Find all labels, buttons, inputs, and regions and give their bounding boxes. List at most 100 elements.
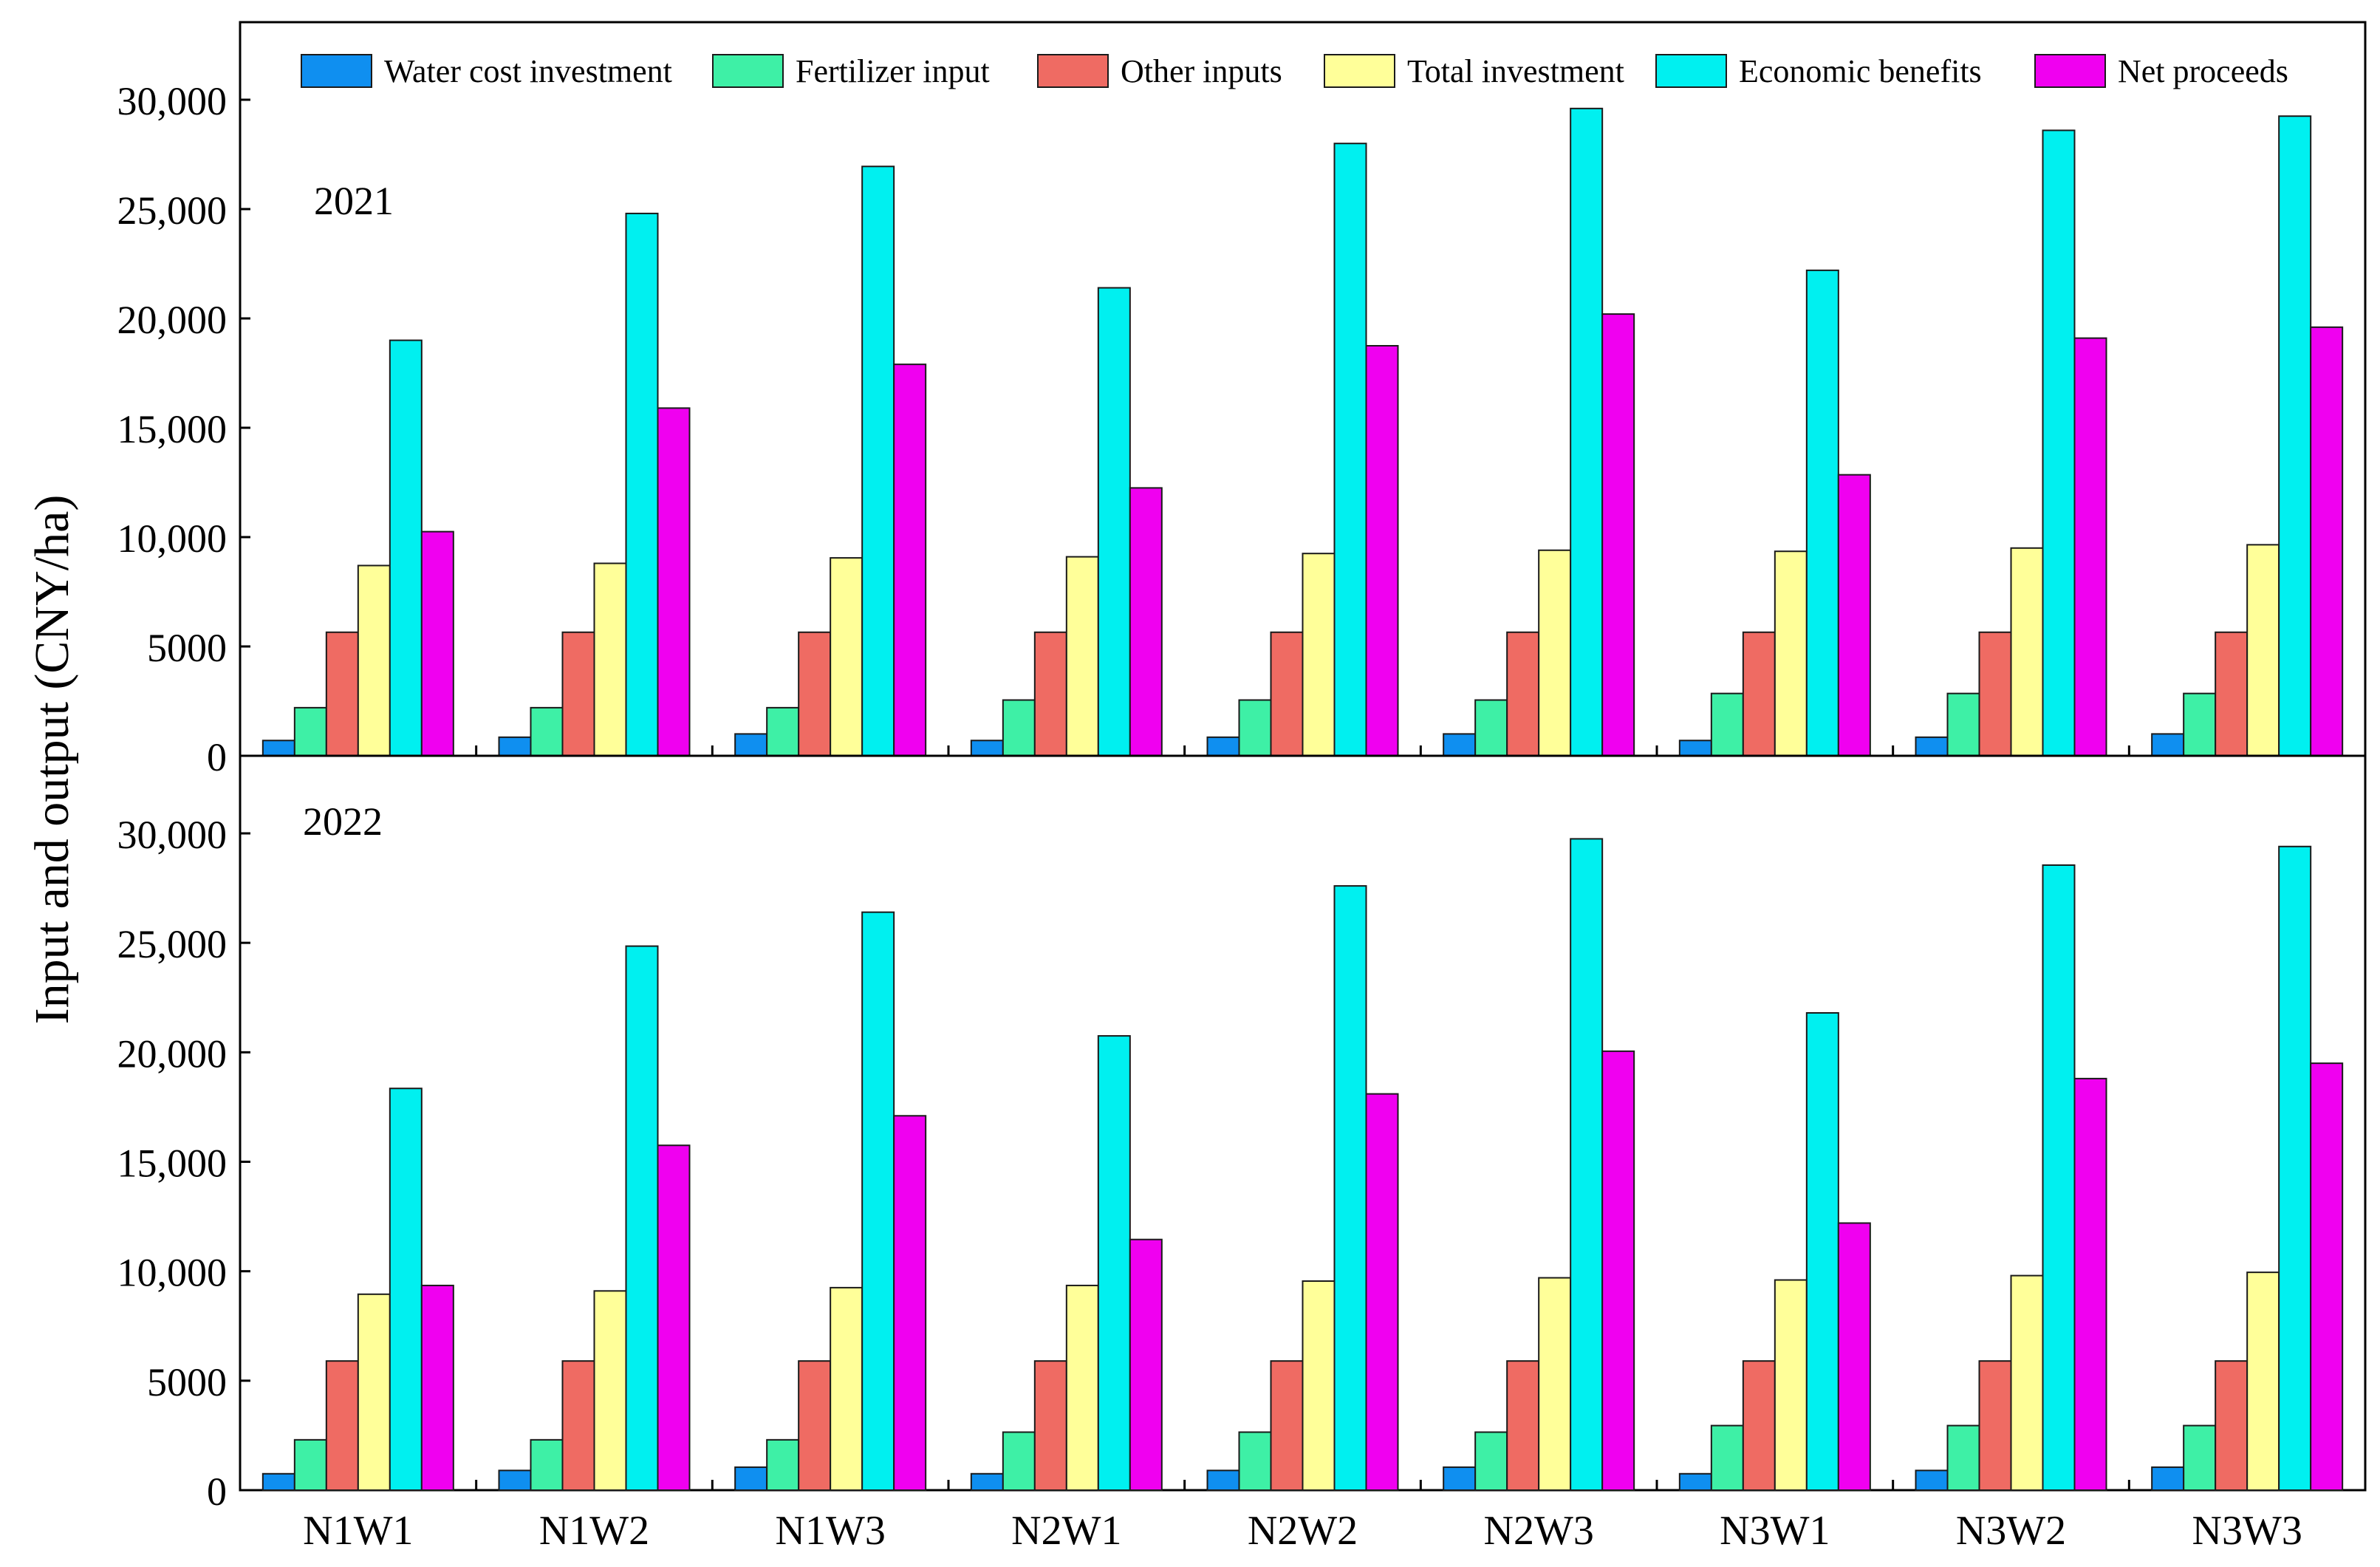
bar-2022-N1W1-other-inputs xyxy=(325,1360,359,1491)
bar-2021-N2W2-economic-benefits xyxy=(1333,143,1367,757)
bar-2021-N1W1-fertilizer-input xyxy=(293,706,327,757)
legend-label: Water cost investment xyxy=(384,53,672,89)
y-tick-label: 0 xyxy=(207,735,227,779)
x-tick-label: N3W2 xyxy=(1956,1508,2066,1554)
bar-2021-N1W1-other-inputs xyxy=(325,631,359,757)
x-tick-label: N1W1 xyxy=(303,1508,413,1554)
bar-2022-N3W3-economic-benefits xyxy=(2278,845,2312,1491)
bar-2022-N2W1-other-inputs xyxy=(1033,1360,1067,1491)
bar-2021-N2W1-economic-benefits xyxy=(1097,287,1131,757)
bar-2021-N2W1-water-cost-investment xyxy=(970,740,1004,757)
bar-2022-N3W1-economic-benefits xyxy=(1805,1011,1839,1491)
bar-2021-N1W1-economic-benefits xyxy=(389,339,423,757)
bar-2021-N3W1-economic-benefits xyxy=(1805,269,1839,757)
bar-2021-N3W2-net-proceeds xyxy=(2073,337,2107,757)
bar-2022-N2W2-net-proceeds xyxy=(1365,1093,1399,1492)
legend-swatch xyxy=(1655,54,1727,88)
x-tick-label: N2W2 xyxy=(1248,1508,1358,1554)
bar-2022-N2W1-net-proceeds xyxy=(1129,1238,1163,1492)
legend-label: Net proceeds xyxy=(2118,53,2288,89)
bar-2022-N2W2-fertilizer-input xyxy=(1238,1431,1272,1492)
bar-2021-N1W3-fertilizer-input xyxy=(766,706,800,757)
bar-2022-N2W2-economic-benefits xyxy=(1333,885,1367,1491)
bar-2022-N3W1-water-cost-investment xyxy=(1678,1472,1712,1492)
x-tick-label: N3W3 xyxy=(2192,1508,2302,1554)
bar-2022-N1W1-net-proceeds xyxy=(420,1284,454,1491)
bar-2021-N2W3-other-inputs xyxy=(1506,631,1540,757)
bar-2022-N1W3-net-proceeds xyxy=(893,1115,927,1492)
bar-2021-N1W3-total-investment xyxy=(830,557,864,757)
bar-2022-N2W3-total-investment xyxy=(1538,1277,1572,1491)
bar-2022-N2W2-water-cost-investment xyxy=(1206,1469,1240,1491)
bar-2022-N3W1-net-proceeds xyxy=(1837,1222,1871,1492)
x-tick-label: N1W2 xyxy=(539,1508,649,1554)
bar-2021-N1W1-net-proceeds xyxy=(420,530,454,757)
bar-2021-N3W2-water-cost-investment xyxy=(1915,736,1949,757)
bar-2022-N2W3-net-proceeds xyxy=(1601,1050,1635,1491)
y-tick-label: 5000 xyxy=(147,626,227,670)
bar-2022-N3W2-economic-benefits xyxy=(2042,864,2076,1492)
bar-2022-N3W2-fertilizer-input xyxy=(1946,1424,1980,1491)
bar-2021-N3W3-total-investment xyxy=(2246,544,2280,757)
bar-2021-N2W2-fertilizer-input xyxy=(1238,699,1272,757)
legend-swatch xyxy=(712,54,784,88)
bar-2021-N3W2-total-investment xyxy=(2010,547,2044,757)
y-tick-label: 30,000 xyxy=(117,79,228,123)
bar-2022-N3W2-net-proceeds xyxy=(2073,1077,2107,1491)
x-tick-label: N3W1 xyxy=(1720,1508,1830,1554)
y-tick-label: 20,000 xyxy=(117,298,228,342)
bar-2022-N3W3-water-cost-investment xyxy=(2151,1466,2185,1492)
bar-2022-N2W3-other-inputs xyxy=(1506,1360,1540,1491)
bar-2022-N1W1-total-investment xyxy=(357,1293,391,1491)
bar-2021-N3W1-net-proceeds xyxy=(1837,474,1871,757)
x-tick-label: N2W1 xyxy=(1011,1508,1121,1554)
bar-2021-N2W2-total-investment xyxy=(1302,553,1336,757)
x-tick-label: N2W3 xyxy=(1484,1508,1594,1554)
bar-2022-N3W2-water-cost-investment xyxy=(1915,1469,1949,1491)
bar-2021-N3W2-other-inputs xyxy=(1978,631,2012,757)
legend-label: Economic benefits xyxy=(1739,53,1982,89)
bar-2022-N1W2-fertilizer-input xyxy=(530,1438,564,1492)
y-tick-label: 30,000 xyxy=(117,813,228,857)
bar-2021-N1W2-net-proceeds xyxy=(657,407,691,757)
bar-2022-N2W3-fertilizer-input xyxy=(1474,1431,1508,1492)
legend-swatch xyxy=(2034,54,2106,88)
bar-2021-N3W1-total-investment xyxy=(1774,550,1808,757)
bar-2021-N2W2-other-inputs xyxy=(1270,631,1304,757)
bar-2022-N2W1-fertilizer-input xyxy=(1002,1431,1036,1492)
panel-label-2021: 2021 xyxy=(314,179,394,223)
bar-2021-N1W3-other-inputs xyxy=(798,631,832,757)
legend: Water cost investment Fertilizer input Oth… xyxy=(301,53,2288,89)
bar-2021-N1W3-economic-benefits xyxy=(861,165,895,757)
bar-2021-N2W3-net-proceeds xyxy=(1601,313,1635,757)
bar-2022-N1W1-fertilizer-input xyxy=(293,1438,327,1492)
bar-2022-N1W2-economic-benefits xyxy=(625,945,659,1491)
bar-2021-N2W3-water-cost-investment xyxy=(1443,733,1477,757)
y-tick-label: 25,000 xyxy=(117,922,228,966)
bar-2021-N3W2-economic-benefits xyxy=(2042,129,2076,757)
bar-2021-N3W3-fertilizer-input xyxy=(2183,692,2217,757)
bar-2021-N1W1-water-cost-investment xyxy=(261,740,295,757)
y-tick-label: 15,000 xyxy=(117,1141,228,1186)
bar-2022-N2W2-other-inputs xyxy=(1270,1360,1304,1491)
bar-2022-N3W2-other-inputs xyxy=(1978,1360,2012,1491)
bar-2022-N1W1-water-cost-investment xyxy=(261,1472,295,1492)
bar-2021-N2W3-economic-benefits xyxy=(1570,107,1604,757)
bar-2022-N2W1-water-cost-investment xyxy=(970,1472,1004,1492)
legend-swatch xyxy=(1037,54,1109,88)
y-tick-label: 20,000 xyxy=(117,1031,228,1076)
bar-2021-N1W2-economic-benefits xyxy=(625,212,659,757)
y-tick-label: 5000 xyxy=(147,1360,227,1404)
panel-label-2022: 2022 xyxy=(303,799,383,844)
bar-2022-N1W2-total-investment xyxy=(593,1290,627,1491)
bar-2021-N3W1-other-inputs xyxy=(1742,631,1776,757)
y-tick-label: 10,000 xyxy=(117,516,228,561)
legend-label: Other inputs xyxy=(1121,53,1282,89)
bar-2021-N1W2-other-inputs xyxy=(561,631,595,757)
bar-2022-N3W3-other-inputs xyxy=(2215,1360,2249,1491)
bar-2022-N3W1-other-inputs xyxy=(1742,1360,1776,1491)
bar-2021-N2W1-total-investment xyxy=(1065,556,1099,757)
bar-2021-N3W3-other-inputs xyxy=(2215,631,2249,757)
bar-2022-N1W3-total-investment xyxy=(830,1286,864,1492)
bar-2022-N1W2-net-proceeds xyxy=(657,1144,691,1492)
